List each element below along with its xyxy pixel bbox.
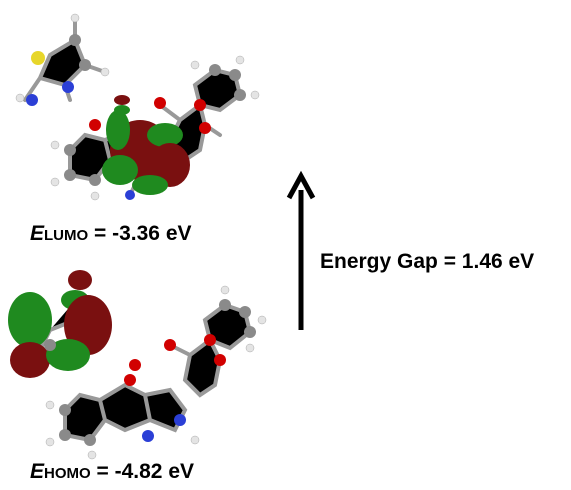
energy-arrow <box>289 176 313 330</box>
energy-symbol: E <box>30 222 45 245</box>
figure: ELUMO = -3.36 eV Energy Gap = 1.46 eV EH… <box>0 0 571 490</box>
lumo-label: ELUMO = -3.36 eV <box>30 222 192 245</box>
energy-value: = -3.36 eV <box>88 222 191 245</box>
homo-molecule <box>8 270 266 459</box>
orbital-subscript: HOMO <box>44 465 91 482</box>
energy-gap-label: Energy Gap = 1.46 eV <box>320 250 534 273</box>
energy-symbol: E <box>30 460 45 483</box>
orbital-subscript: LUMO <box>44 227 88 244</box>
lumo-molecule <box>16 14 259 200</box>
homo-label: EHOMO = -4.82 eV <box>30 460 194 483</box>
energy-value: = -4.82 eV <box>91 460 194 483</box>
